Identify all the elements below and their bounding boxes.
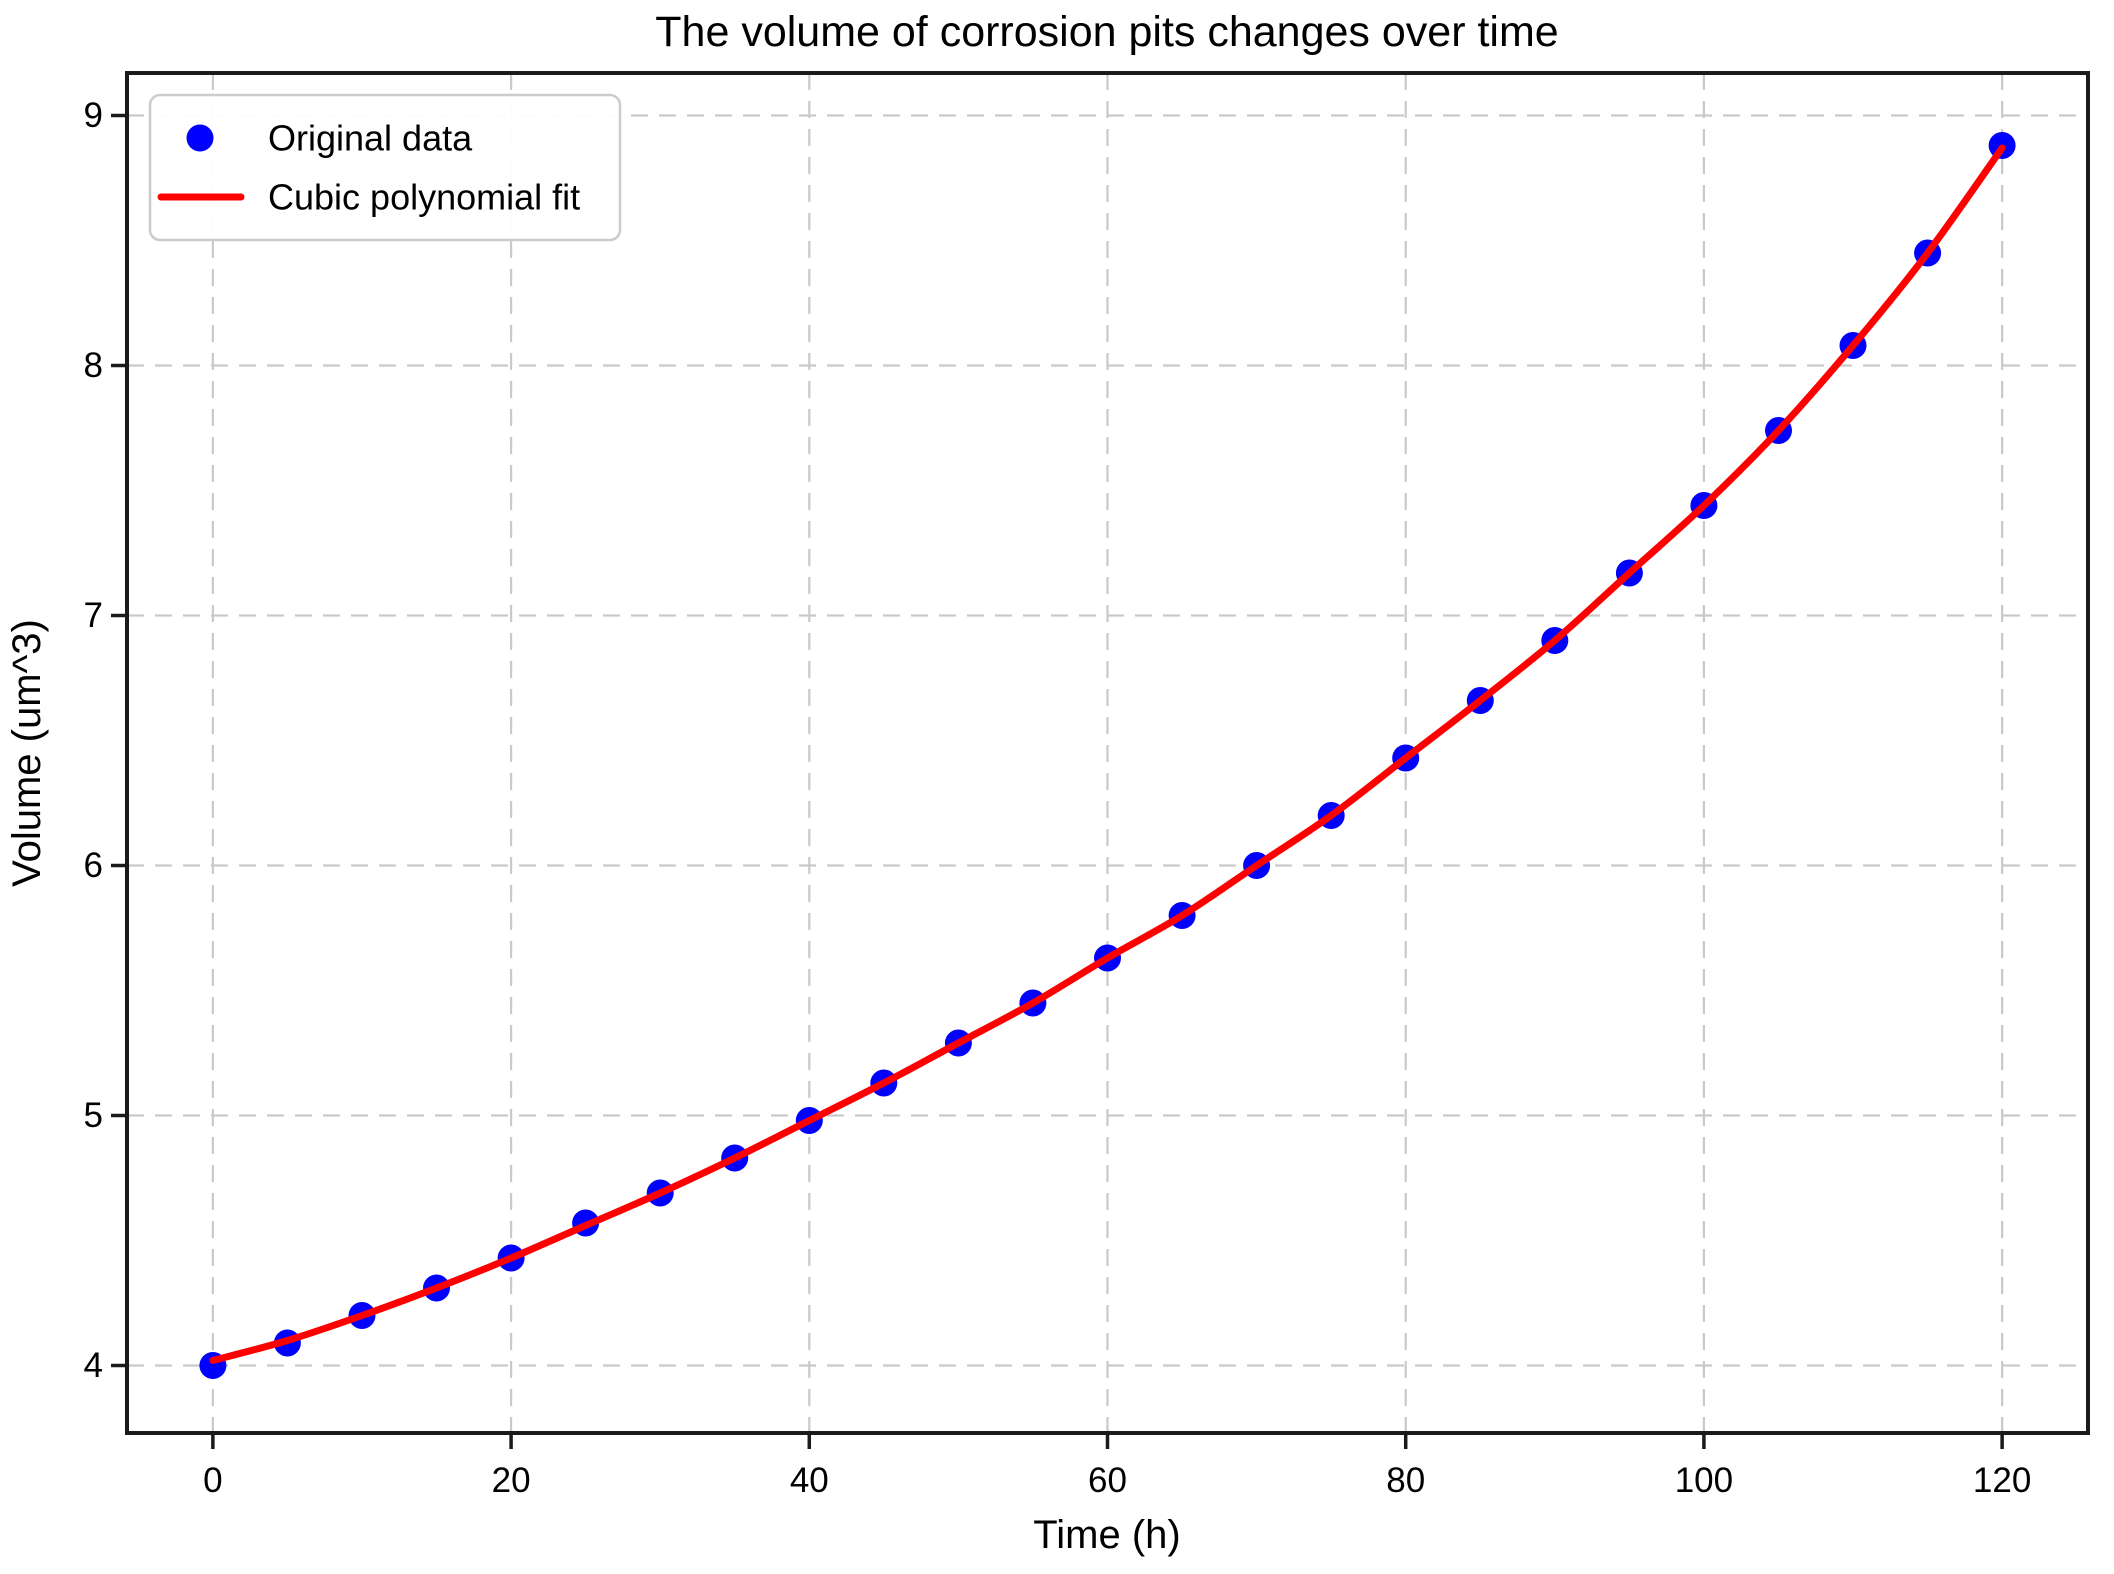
- legend-fit-line-label: Cubic polynomial fit: [268, 177, 580, 218]
- legend-original-data-label: Original data: [268, 118, 473, 159]
- gridlines: [127, 73, 2088, 1433]
- x-tick-label: 20: [492, 1461, 531, 1500]
- y-tick-label: 7: [84, 596, 103, 635]
- y-tick-label: 8: [84, 346, 103, 385]
- x-tick-label: 80: [1386, 1461, 1425, 1500]
- chart-title: The volume of corrosion pits changes ove…: [655, 8, 1558, 56]
- y-axis-label: Volume (um^3): [5, 619, 49, 887]
- plot-border: [125, 71, 2090, 1435]
- axis-ticks: 0 20 40 60 80 100 120 4 5 6 7 8 9: [84, 96, 2032, 1500]
- fit-line: [209, 144, 2006, 1364]
- x-tick-label: 0: [203, 1461, 222, 1500]
- y-tick-label: 5: [84, 1096, 103, 1135]
- x-tick-label: 60: [1088, 1461, 1127, 1500]
- legend-original-data-marker-icon: [186, 124, 214, 152]
- x-tick-label: 100: [1675, 1461, 1733, 1500]
- y-tick-label: 4: [84, 1346, 103, 1385]
- x-tick-label: 120: [1973, 1461, 2031, 1500]
- legend-box: [148, 93, 622, 242]
- y-tick-label: 9: [84, 96, 103, 135]
- x-axis-label: Time (h): [1033, 1513, 1180, 1557]
- legend: Original data Cubic polynomial fit: [148, 93, 622, 242]
- x-tick-label: 40: [790, 1461, 829, 1500]
- y-tick-label: 6: [84, 846, 103, 885]
